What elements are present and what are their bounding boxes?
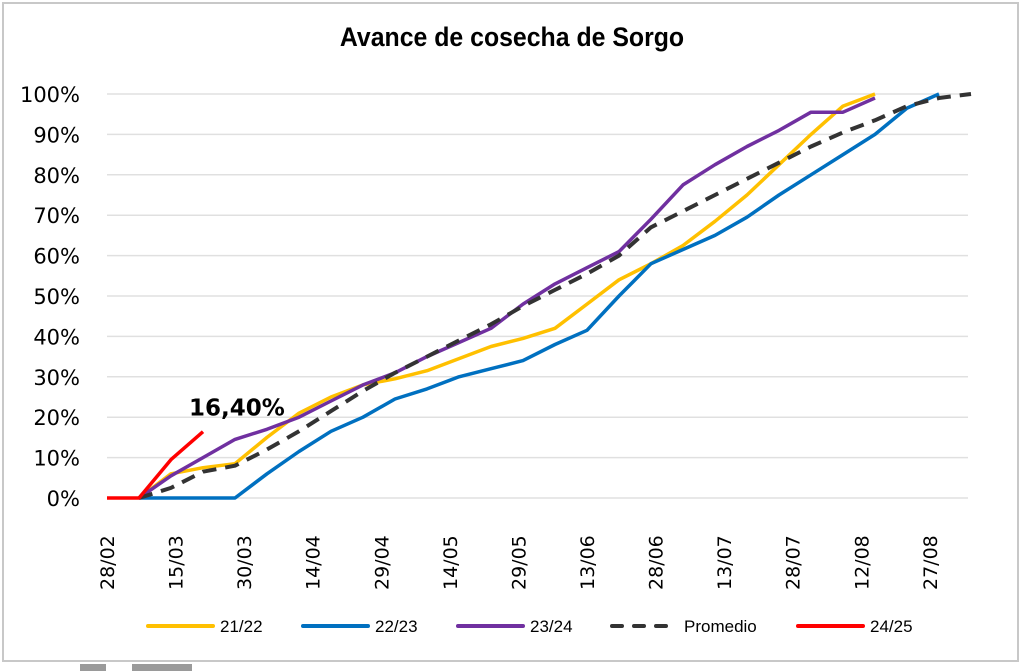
x-tick-label: 29/05 xyxy=(508,535,530,590)
legend-label: 22/23 xyxy=(375,617,418,636)
legend-label: 23/24 xyxy=(530,617,573,636)
x-tick-label: 12/08 xyxy=(851,535,873,590)
x-tick-label: 27/08 xyxy=(920,535,942,590)
series-line-21-22 xyxy=(137,92,876,500)
x-tick-label: 28/02 xyxy=(97,535,119,590)
y-tick-label: 40% xyxy=(33,325,80,349)
legend-label: 24/25 xyxy=(870,617,913,636)
x-tick-label: 13/06 xyxy=(577,535,599,590)
x-tick-label: 15/03 xyxy=(166,535,188,590)
series-line-promedio xyxy=(138,92,972,500)
legend: 21/22 22/23 23/24 Promedio 24/25 xyxy=(146,617,913,636)
annotation-label: 16,40% xyxy=(189,396,285,422)
y-tick-label: 100% xyxy=(20,83,80,107)
x-tick-label: 28/07 xyxy=(783,535,805,590)
y-tick-label: 20% xyxy=(33,406,80,430)
y-tick-label: 90% xyxy=(33,123,80,147)
y-tick-label: 80% xyxy=(33,164,80,188)
legend-label: 21/22 xyxy=(220,617,263,636)
x-tick-label: 14/04 xyxy=(303,535,325,590)
y-tick-label: 30% xyxy=(33,366,80,390)
series-line-23-24 xyxy=(138,96,876,500)
chart-frame xyxy=(2,2,1019,662)
x-tick-label: 28/06 xyxy=(646,535,668,590)
y-tick-label: 0% xyxy=(47,487,80,511)
y-tick-label: 50% xyxy=(33,285,80,309)
x-tick-label: 13/07 xyxy=(714,535,736,590)
cutoff-text-fragment xyxy=(80,664,106,671)
series-line-24-25 xyxy=(107,430,205,500)
series-lines xyxy=(107,92,972,500)
x-tick-label: 29/04 xyxy=(371,535,393,590)
y-tick-label: 60% xyxy=(33,245,80,269)
x-tick-label: 14/05 xyxy=(440,535,462,590)
legend-label: Promedio xyxy=(684,617,757,636)
y-tick-label: 70% xyxy=(33,204,80,228)
y-axis-ticks: 0% 10% 20% 30% 40% 50% 60% 70% 80% 90% 100% xyxy=(20,83,80,511)
series-line-22-23 xyxy=(139,92,940,500)
cutoff-text-fragment xyxy=(132,664,192,671)
chart-title: Avance de cosecha de Sorgo xyxy=(339,22,685,52)
y-tick-label: 10% xyxy=(33,447,80,471)
x-axis-ticks: 28/02 15/03 30/03 14/04 29/04 14/05 29/05 13/06… xyxy=(97,535,942,590)
x-tick-label: 30/03 xyxy=(234,535,256,590)
